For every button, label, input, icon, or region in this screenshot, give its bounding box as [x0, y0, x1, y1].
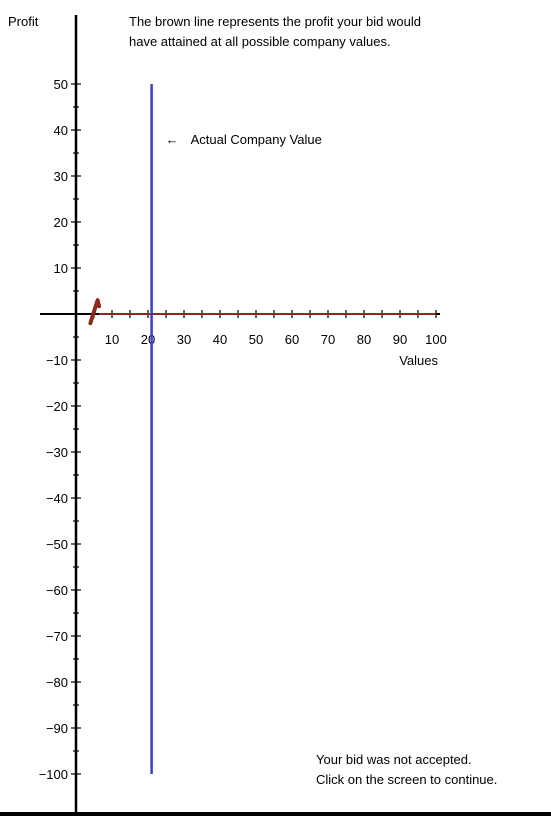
x-axis-title: Values — [399, 353, 438, 368]
y-tick-label: −20 — [46, 399, 68, 414]
y-tick-label: −70 — [46, 629, 68, 644]
x-tick-label: 70 — [321, 332, 335, 347]
x-tick-label: 60 — [285, 332, 299, 347]
x-tick-label: 100 — [425, 332, 447, 347]
y-tick-label: −60 — [46, 583, 68, 598]
x-tick-label: 40 — [213, 332, 227, 347]
x-tick-label: 80 — [357, 332, 371, 347]
y-tick-label: −40 — [46, 491, 68, 506]
status-line-2: Click on the screen to continue. — [316, 772, 498, 787]
y-tick-label: 30 — [54, 169, 68, 184]
y-tick-label: −90 — [46, 721, 68, 736]
y-axis-title: Profit — [8, 14, 39, 29]
actual-value-arrow: ← — [166, 132, 179, 147]
bid-status-message: Your bid was not accepted. Click on the … — [316, 750, 497, 790]
x-tick-label: 20 — [141, 332, 155, 347]
y-tick-label: −50 — [46, 537, 68, 552]
y-tick-label: −80 — [46, 675, 68, 690]
status-line-1: Your bid was not accepted. — [316, 752, 472, 767]
y-tick-label: −100 — [39, 767, 68, 782]
y-tick-label: −30 — [46, 445, 68, 460]
caption-line-2: have attained at all possible company va… — [129, 34, 391, 49]
x-tick-label: 50 — [249, 332, 263, 347]
y-tick-label: −10 — [46, 353, 68, 368]
x-tick-label: 90 — [393, 332, 407, 347]
y-tick-label: 50 — [54, 77, 68, 92]
x-tick-label: 30 — [177, 332, 191, 347]
bottom-border — [0, 812, 551, 816]
y-tick-label: 20 — [54, 215, 68, 230]
instruction-caption: The brown line represents the profit you… — [129, 12, 421, 52]
y-tick-label: 40 — [54, 123, 68, 138]
y-tick-label: 10 — [54, 261, 68, 276]
profit-line-spike — [88, 298, 102, 326]
x-tick-label: 10 — [105, 332, 119, 347]
actual-value-label: Actual Company Value — [191, 132, 322, 147]
caption-line-1: The brown line represents the profit you… — [129, 14, 421, 29]
